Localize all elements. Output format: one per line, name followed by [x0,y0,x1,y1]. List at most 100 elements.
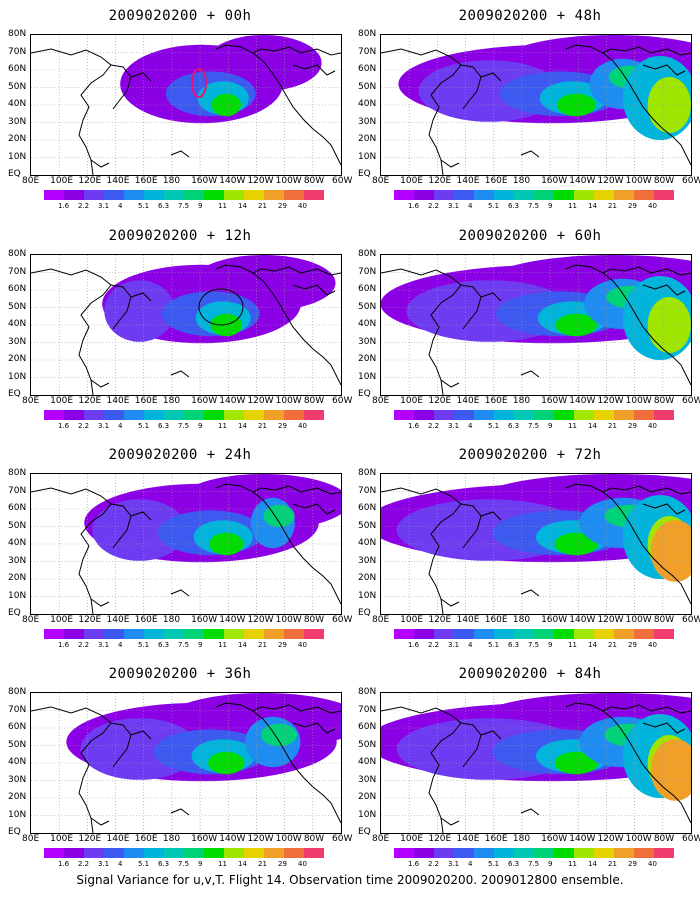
colorbar-swatch [124,410,144,420]
latitude-label: 70N [8,485,27,496]
colorbar-swatch [284,848,304,858]
colorbar-tick-label: 21 [608,202,617,210]
coastline [381,48,462,175]
colorbar-tick-label: 3.1 [98,860,110,868]
latitude-label: 70N [358,46,377,57]
colorbar-swatch [44,848,64,858]
longitude-label: 80E [372,834,390,844]
longitude-label: 100E [50,176,74,186]
longitude-label: 160W [541,396,568,406]
colorbar-swatch [164,848,184,858]
colorbar-tick-label: 14 [238,202,247,210]
colorbar-tick-label: 40 [648,202,657,210]
longitude-label: 180 [512,176,531,186]
longitude-label: 120E [428,176,452,186]
colorbar-swatch [394,848,414,858]
colorbar-swatch [434,848,454,858]
coastline [520,589,540,597]
latitude-label: 60N [8,722,27,732]
longitude-label: 100W [625,834,652,844]
colorbar-swatch [654,410,674,420]
colorbar-swatch [284,629,304,639]
latitude-label: 20N [8,134,27,144]
colorbar-tick-label: 11 [218,422,227,430]
colorbar-tick-label: 6.3 [158,641,170,649]
variance-field-svg [381,474,691,614]
colorbar-swatch [474,629,494,639]
colorbar-swatch [574,629,594,639]
colorbar-tick-label: 40 [648,860,657,868]
latitude-label: 80N [358,29,377,39]
colorbar-tick-label: 14 [588,641,597,649]
coastline [110,722,132,768]
latitude-label: EQ [8,608,21,618]
colorbar-swatch [554,629,574,639]
longitude-label: 120W [247,176,274,186]
longitude-label: 140E [456,834,480,844]
colorbar-swatch [224,190,244,200]
longitude-label: 180 [162,176,181,186]
colorbar-swatch [104,410,124,420]
coastline [130,292,152,302]
variance-map [380,34,692,176]
longitude-label: 100E [400,615,424,625]
colorbar-tick-label: 9 [198,641,203,649]
longitude-label: 180 [512,615,531,625]
colorbar-swatch [494,629,514,639]
coastline [565,44,691,166]
colorbar-swatch [454,848,474,858]
colorbar-swatch [204,629,224,639]
longitude-label: 140W [569,176,596,186]
latitude-label: 60N [8,284,27,294]
coastline [170,589,190,597]
coastline [381,487,462,614]
colorbar-swatch [64,848,84,858]
map-panel-36h: 2009020200 + 36h 80N 70N 60N 50N 40N 30N 20N 10N… [8,666,355,888]
colorbar-tick-label: 29 [628,422,637,430]
latitude-label: 80N [358,249,377,259]
longitude-label: 140E [106,396,130,406]
colorbar-swatch [494,848,514,858]
longitude-label: 140E [456,615,480,625]
colorbar-tick-label: 7.5 [178,202,190,210]
longitude-label: 120E [78,176,102,186]
colorbar-tick-label: 21 [258,202,267,210]
latitude-label: 20N [358,134,377,144]
latitude-label: 10N [358,809,377,820]
colorbar-tick-label: 9 [548,641,553,649]
colorbar-swatch [84,848,104,858]
colorbar-tick-label: 14 [588,202,597,210]
longitude-label: 160W [541,176,568,186]
longitude-label: 60W [332,396,353,406]
longitude-label: 80W [303,615,325,625]
longitude-label: 140W [569,396,596,406]
coastline [130,730,152,740]
longitude-label: 160W [541,834,568,844]
longitude-label: 100E [400,396,424,406]
longitude-label: 120W [597,615,624,625]
colorbar-swatch [44,190,64,200]
colorbar-swatch [574,848,594,858]
longitude-label: 120E [428,834,452,844]
latitude-label: 10N [358,151,377,162]
colorbar-swatch [514,629,534,639]
colorbar-tick-label: 11 [568,202,577,210]
longitude-label: 60W [682,396,700,406]
colorbar-swatch [394,629,414,639]
colorbar-tick-label: 4 [468,641,473,649]
coastline [480,730,502,740]
coastline [381,268,462,395]
coastline [440,598,460,607]
colorbar-tick-label: 21 [608,641,617,649]
colorbar-swatch [634,629,654,639]
longitude-label: 100W [275,834,302,844]
latitude-label: EQ [8,389,21,399]
colorbar-swatch [494,410,514,420]
colorbar-tick-label: 7.5 [178,641,190,649]
coastline [215,264,341,386]
colorbar-swatch [184,410,204,420]
observation-region-marker [198,288,244,326]
longitude-label: 80W [653,396,675,406]
colorbar-tick-label: 14 [238,422,247,430]
map-panel-84h: 2009020200 + 84h 80N 70N 60N 50N 40N 30N 20N 10N… [358,666,700,888]
